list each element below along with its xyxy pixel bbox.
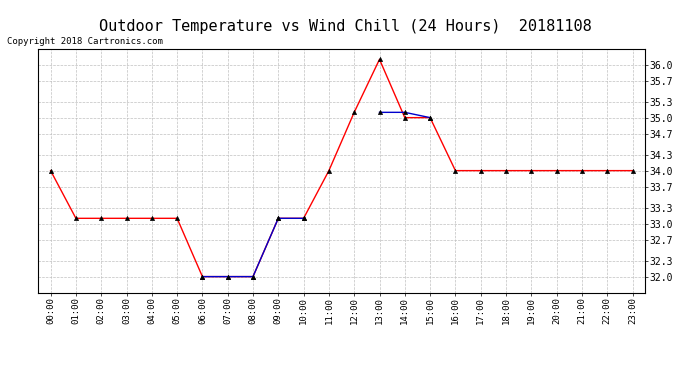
Text: Outdoor Temperature vs Wind Chill (24 Hours)  20181108: Outdoor Temperature vs Wind Chill (24 Ho… <box>99 19 591 34</box>
Text: Copyright 2018 Cartronics.com: Copyright 2018 Cartronics.com <box>7 38 163 46</box>
